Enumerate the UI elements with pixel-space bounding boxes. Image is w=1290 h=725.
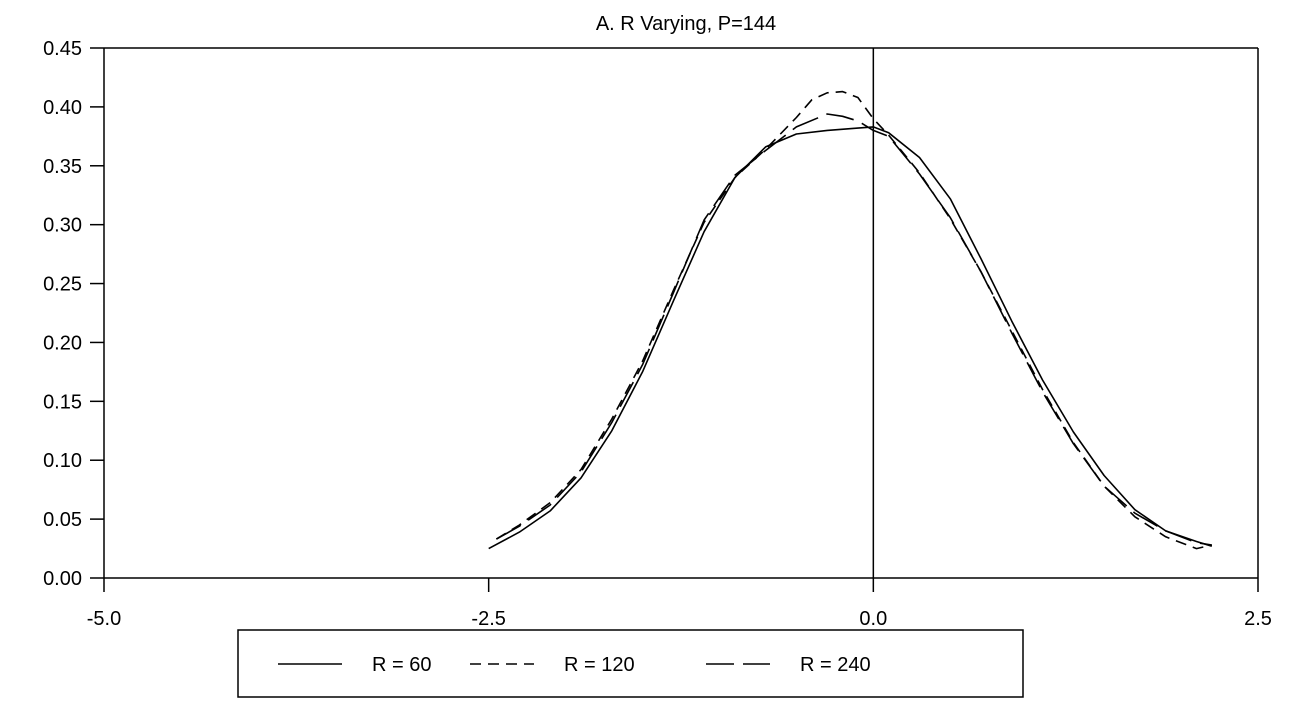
y-tick-label: 0.35 [43, 156, 82, 178]
legend-label-2: R = 120 [564, 654, 635, 676]
legend-box [237, 629, 1024, 698]
series-line-3 [496, 113, 1212, 546]
y-tick-label: 0.05 [43, 509, 82, 531]
y-tick-label: 0.45 [43, 38, 82, 60]
legend: R = 60 R = 120 R = 240 [237, 629, 1024, 698]
series-line-1 [488, 126, 1213, 550]
x-tick-label: -2.5 [471, 608, 505, 630]
x-tick-label: 0.0 [859, 608, 887, 630]
plot-area: 0.00 0.05 0.10 0.15 0.20 0.25 0.30 0.35 0.40 0.45… [43, 38, 1272, 630]
y-tick-label: 0.40 [43, 97, 82, 119]
y-tick-label: 0.20 [43, 332, 82, 354]
y-tick-label: 0.00 [43, 568, 82, 590]
chart-title: A. R Varying, P=144 [596, 13, 776, 35]
x-tick-label: -5.0 [87, 608, 121, 630]
y-tick-label: 0.25 [43, 274, 82, 296]
legend-items: R = 60 R = 120 R = 240 [278, 654, 871, 676]
x-tick-label: 2.5 [1244, 608, 1272, 630]
legend-label-1: R = 60 [372, 654, 431, 676]
y-tick-label: 0.30 [43, 215, 82, 237]
y-tick-label: 0.10 [43, 450, 82, 472]
series-line-2 [495, 90, 1212, 550]
y-tick-label: 0.15 [43, 391, 82, 413]
legend-label-3: R = 240 [800, 654, 871, 676]
